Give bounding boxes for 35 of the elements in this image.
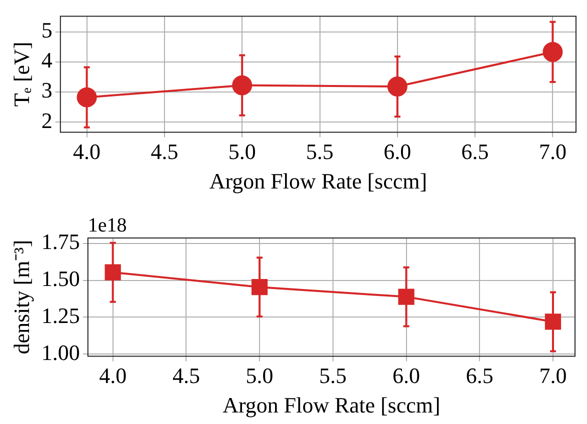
y-axis-title: Tₑ [eV] (8, 42, 34, 107)
text: 1e18 (88, 214, 127, 236)
point (542, 42, 563, 62)
point (251, 279, 268, 296)
x-tick-label: 4.0 (73, 139, 101, 164)
point (104, 264, 121, 280)
point (544, 314, 562, 330)
y-axis-title: density [m⁻³] (8, 240, 34, 354)
y-tick-label: 1.00 (41, 340, 80, 365)
x-tick-label: 4.5 (150, 139, 178, 164)
x-axis-title: Argon Flow Rate [sccm] (222, 392, 440, 418)
x-tick-label: 6.5 (466, 363, 494, 388)
x-axis-title: Argon Flow Rate [sccm] (209, 168, 428, 194)
x-tick-label: 7.0 (539, 363, 567, 388)
point (398, 288, 414, 305)
x-tick-label: 5.0 (228, 139, 256, 164)
x-tick-label: 4.0 (99, 363, 127, 388)
x-tick-label: 5.5 (306, 139, 334, 164)
x-tick-label: 7.0 (538, 139, 566, 164)
y-tick-label: 3 (41, 78, 52, 103)
point (232, 75, 252, 96)
x-tick-label: 5.5 (319, 363, 347, 388)
x-tick-label: 5.0 (246, 363, 274, 388)
x-tick-label: 6.0 (384, 139, 412, 164)
y-tick-label: 4 (41, 48, 52, 73)
y-tick-label: 2 (41, 108, 52, 133)
point (76, 87, 97, 108)
y-tick-label: 1.25 (41, 302, 80, 328)
x-tick-label: 6.0 (392, 363, 420, 388)
y-tick-label: 1.50 (41, 266, 80, 292)
x-tick-label: 6.5 (461, 139, 489, 164)
point (387, 76, 408, 97)
y-tick-label: 1.75 (41, 229, 80, 254)
y-tick-label: 5 (41, 18, 52, 43)
x-tick-label: 4.5 (172, 363, 200, 388)
